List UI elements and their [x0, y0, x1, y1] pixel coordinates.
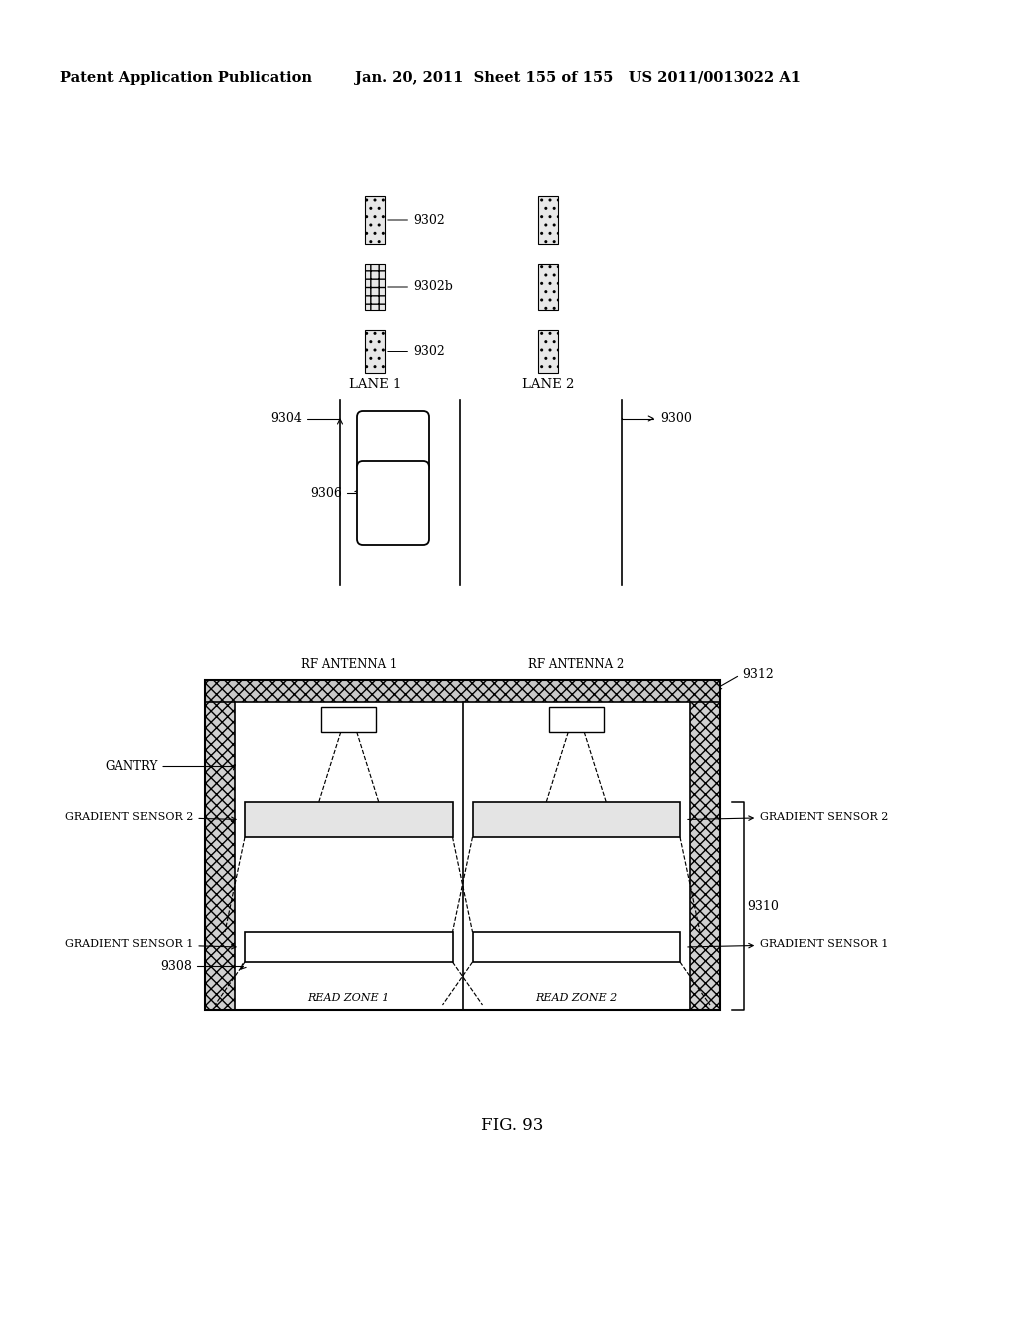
Text: 9312: 9312	[742, 668, 774, 681]
Text: LANE 1: LANE 1	[349, 379, 401, 392]
Bar	[205, 680, 234, 1010]
Text: 9302: 9302	[388, 345, 444, 358]
Bar	[538, 195, 558, 244]
FancyBboxPatch shape	[357, 411, 429, 473]
Text: 9306: 9306	[310, 487, 360, 500]
Text: LANE 2: LANE 2	[522, 379, 574, 392]
Text: GRADIENT SENSOR 2: GRADIENT SENSOR 2	[65, 812, 236, 821]
Bar	[538, 330, 558, 374]
Text: RF ANTENNA 2: RF ANTENNA 2	[528, 657, 625, 671]
Bar	[472, 932, 680, 962]
Bar	[245, 932, 453, 962]
Text: 9302: 9302	[388, 214, 444, 227]
Text: GRADIENT SENSOR 1: GRADIENT SENSOR 1	[65, 939, 236, 949]
Text: Patent Application Publication: Patent Application Publication	[60, 71, 312, 84]
Bar	[245, 803, 453, 837]
Text: 9310: 9310	[746, 899, 779, 912]
Text: 9302b: 9302b	[388, 281, 453, 293]
Text: READ ZONE 2: READ ZONE 2	[536, 993, 617, 1003]
Bar	[365, 264, 385, 310]
Bar	[205, 680, 720, 702]
Text: 9300: 9300	[622, 412, 692, 425]
FancyBboxPatch shape	[357, 461, 429, 545]
Text: GRADIENT SENSOR 1: GRADIENT SENSOR 1	[688, 939, 889, 949]
Bar	[472, 803, 680, 837]
Bar	[538, 264, 558, 310]
Text: 9304: 9304	[270, 412, 342, 425]
Text: GANTRY: GANTRY	[105, 760, 236, 774]
Bar	[690, 680, 720, 1010]
Bar	[365, 195, 385, 244]
Text: READ ZONE 1: READ ZONE 1	[307, 993, 390, 1003]
Text: RF ANTENNA 1: RF ANTENNA 1	[301, 657, 397, 671]
Text: FIG. 93: FIG. 93	[481, 1117, 543, 1134]
Bar	[365, 330, 385, 374]
Text: Jan. 20, 2011  Sheet 155 of 155   US 2011/0013022 A1: Jan. 20, 2011 Sheet 155 of 155 US 2011/0…	[355, 71, 801, 84]
Bar	[549, 708, 604, 733]
Bar	[322, 708, 376, 733]
Text: 9308: 9308	[160, 960, 246, 973]
Text: GRADIENT SENSOR 2: GRADIENT SENSOR 2	[688, 812, 889, 821]
Bar	[205, 680, 720, 1010]
